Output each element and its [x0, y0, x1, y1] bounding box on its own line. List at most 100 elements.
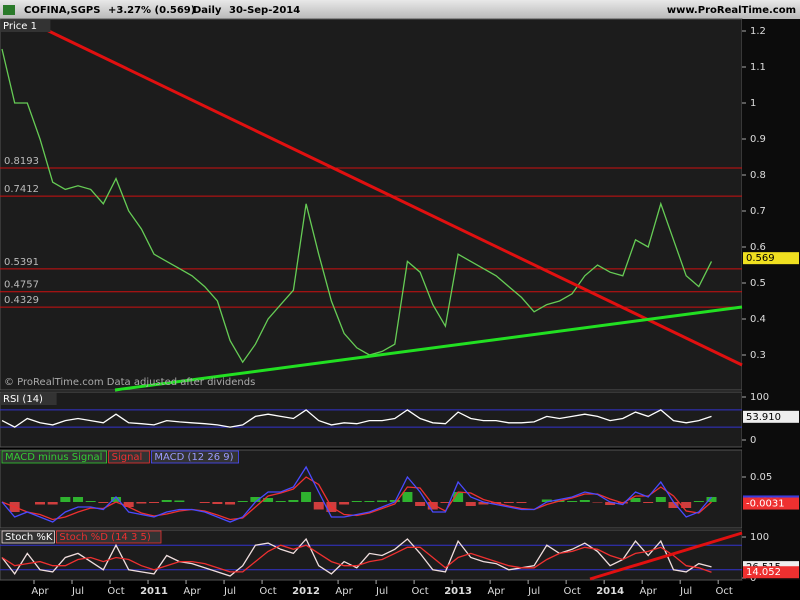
histogram-bar [60, 497, 71, 502]
trend-line-up [114, 305, 743, 392]
histogram-bar [402, 492, 413, 502]
x-tick-label: Oct [716, 586, 733, 597]
histogram-bar [592, 502, 603, 503]
histogram-bar [237, 501, 248, 502]
level-label: 0.7412 [4, 184, 39, 195]
header-icon [3, 5, 15, 15]
header-bar [0, 0, 800, 19]
panel-title: Price 1 [3, 21, 37, 32]
histogram-bar [465, 502, 476, 506]
date: 30-Sep-2014 [229, 5, 300, 16]
x-tick-label: Jul [223, 586, 236, 597]
y-tick-label: 0.4 [750, 314, 766, 325]
watermark: © ProRealTime.com Data adjusted after di… [4, 377, 255, 388]
histogram-bar [212, 502, 223, 504]
series-line [1, 544, 712, 573]
histogram-bar [174, 500, 185, 502]
histogram-bar [605, 502, 616, 505]
histogram-bar [351, 501, 362, 502]
panel-title: RSI (14) [3, 394, 43, 405]
last-value-box [743, 410, 799, 423]
site: www.ProRealTime.com [667, 5, 796, 16]
x-tick-label: Apr [487, 586, 505, 597]
trend-line-down [29, 20, 743, 367]
x-tick-label: Oct [411, 586, 428, 597]
y-tick-label: 0.7 [750, 206, 766, 217]
histogram-bar [288, 500, 299, 502]
last-value-box [743, 566, 799, 579]
last-value-label: 0.569 [746, 253, 775, 264]
histogram-bar [579, 500, 590, 502]
histogram-bar [655, 497, 666, 502]
histogram-bar [541, 499, 552, 502]
rsi-panel [0, 391, 743, 448]
histogram-bar [681, 502, 692, 508]
y-tick-label: 100 [750, 392, 769, 403]
x-tick-label: 2011 [140, 586, 168, 597]
panel-title-box [1, 393, 57, 405]
legend-label: Stoch %K [5, 532, 53, 543]
histogram-bar [427, 502, 438, 510]
legend-box [1, 530, 55, 544]
legend-label: Signal [112, 452, 143, 463]
y-tick-label: 0.5 [750, 278, 766, 289]
x-tick-label: Oct [107, 586, 124, 597]
histogram-bar [123, 502, 134, 507]
right-axis [742, 19, 800, 580]
legend-label: MACD minus Signal [5, 452, 102, 463]
histogram-bar [263, 498, 274, 502]
legend-box [1, 450, 107, 464]
y-tick-label: 0.05 [750, 472, 772, 483]
series-line [1, 48, 713, 364]
x-tick-label: 2014 [596, 586, 624, 597]
last-value-box [743, 252, 799, 265]
histogram-bar [415, 502, 426, 506]
histogram-bar [339, 502, 350, 505]
header-text: COFINA,SGPS +3.27% (0.569) Daily 30-Sep-… [24, 5, 796, 16]
histogram-bar [567, 501, 578, 502]
histogram-bar [85, 501, 96, 502]
level-label: 0.8193 [4, 156, 39, 167]
histogram-bar [111, 497, 122, 502]
x-tick-label: Jul [679, 586, 692, 597]
legend-box [150, 450, 239, 464]
legend-label: MACD (12 26 9) [154, 452, 233, 463]
x-tick-label: Jul [375, 586, 388, 597]
legend-box [56, 530, 162, 544]
histogram-bar [35, 502, 45, 505]
y-tick-label: 1.2 [750, 26, 766, 37]
y-tick-label: 100 [750, 532, 769, 543]
x-tick-label: Oct [563, 586, 580, 597]
x-tick-label: Apr [335, 586, 353, 597]
period: Daily [193, 5, 222, 16]
y-tick-label: 1 [750, 98, 756, 109]
histogram-bar [453, 492, 464, 502]
y-tick-label: 0.9 [750, 134, 766, 145]
y-tick-label: 0.3 [750, 350, 766, 361]
histogram-bar [693, 501, 704, 502]
series-line [1, 409, 712, 428]
x-tick-label: Apr [183, 586, 201, 597]
last-value-box [743, 497, 799, 510]
histogram-bar [377, 500, 388, 502]
y-tick-label: 1.1 [750, 62, 766, 73]
label-layer: 0.3 0.4 0.5 0.6 0.7 0.8 0.9 1 1.1 1.2 0.8193 0.7412… [1, 20, 799, 597]
histogram-bar [301, 492, 312, 502]
y-tick-label: 0 [750, 573, 756, 584]
legend-box [108, 450, 150, 464]
change: +3.27% (0.569) [108, 5, 195, 16]
x-tick-label: 2012 [292, 586, 320, 597]
y-tick-label: 0 [750, 435, 756, 446]
histogram-bar [668, 502, 679, 508]
histogram-bar [98, 502, 109, 503]
histogram-bar [47, 502, 58, 505]
histogram-bar [275, 501, 286, 502]
histogram-bar [136, 502, 147, 504]
stoch-trend-line [589, 531, 743, 581]
histogram-bar [73, 497, 84, 502]
y-tick-label: 0.8 [750, 170, 766, 181]
last-value-label: 53.910 [746, 412, 781, 423]
x-tick-label: Apr [31, 586, 49, 597]
histogram-bar [364, 501, 375, 502]
